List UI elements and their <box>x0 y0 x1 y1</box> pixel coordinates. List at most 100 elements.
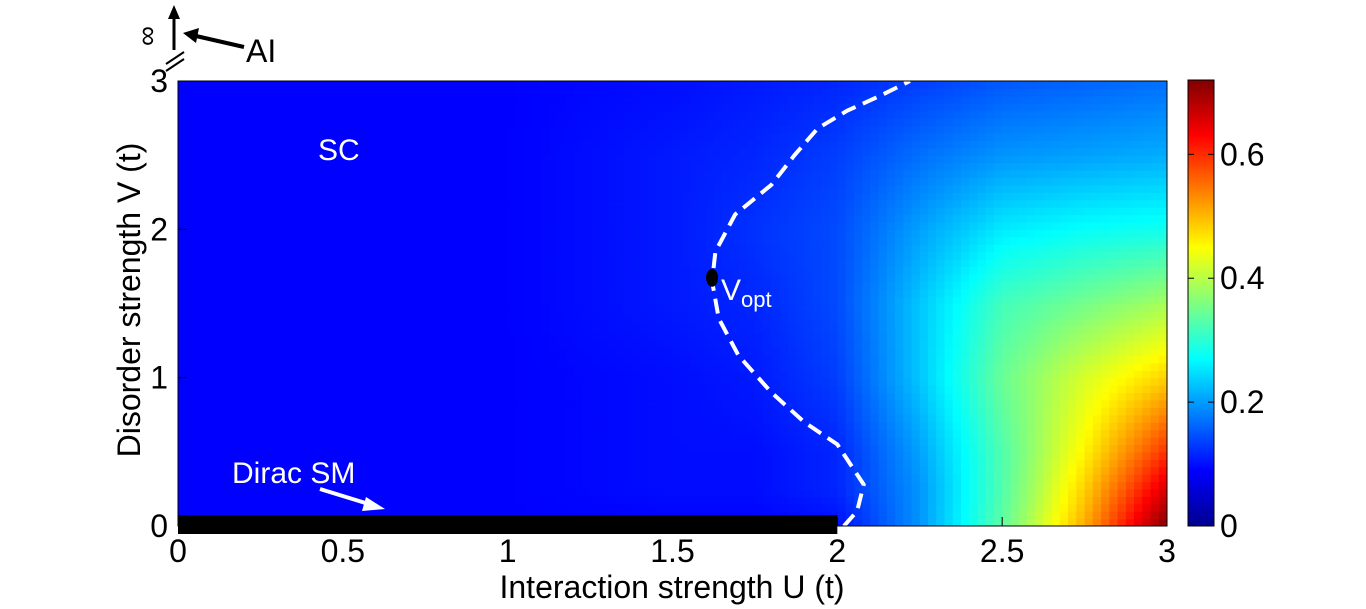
heatmap-cell <box>499 407 509 416</box>
heatmap-cell <box>927 266 937 275</box>
heatmap-cell <box>1059 503 1069 512</box>
heatmap-cell <box>1125 259 1135 268</box>
heatmap-cell <box>1117 392 1127 401</box>
heatmap-cell <box>449 362 459 371</box>
heatmap-cell <box>309 266 319 275</box>
heatmap-cell <box>969 466 979 475</box>
heatmap-cell <box>351 221 360 230</box>
heatmap-cell <box>738 214 748 223</box>
heatmap-cell <box>334 244 344 253</box>
heatmap-cell <box>1134 385 1143 394</box>
heatmap-cell <box>400 362 410 371</box>
heatmap-cell <box>581 214 591 223</box>
heatmap-cell <box>862 370 871 379</box>
heatmap-cell <box>400 310 410 319</box>
heatmap-cell <box>384 370 393 379</box>
heatmap-cell <box>993 288 1003 297</box>
heatmap-cell <box>573 340 583 349</box>
heatmap-cell <box>351 459 360 468</box>
heatmap-cell <box>1125 511 1135 520</box>
heatmap-cell <box>417 236 426 245</box>
heatmap-cell <box>598 377 608 386</box>
heatmap-cell <box>565 310 575 319</box>
heatmap-cell <box>392 481 402 490</box>
heatmap-cell <box>598 414 608 423</box>
heatmap-cell <box>260 214 270 223</box>
heatmap-cell <box>820 355 830 364</box>
heatmap-cell <box>524 221 533 230</box>
heatmap-cell <box>1059 451 1069 460</box>
heatmap-cell <box>1076 503 1086 512</box>
heatmap-cell <box>227 214 237 223</box>
heatmap-cell <box>977 259 987 268</box>
heatmap-cell <box>408 370 418 379</box>
heatmap-cell <box>1026 221 1036 230</box>
heatmap-cell <box>268 466 278 475</box>
heatmap-cell <box>1010 377 1020 386</box>
heatmap-cell <box>351 474 360 483</box>
heatmap-cell <box>515 296 525 305</box>
heatmap-cell <box>895 333 904 342</box>
heatmap-cell <box>1010 518 1020 526</box>
heatmap-cell <box>524 496 533 505</box>
heatmap-cell <box>235 340 245 349</box>
heatmap-cell <box>606 266 616 275</box>
heatmap-cell <box>540 496 550 505</box>
heatmap-cell <box>738 503 748 512</box>
heatmap-cell <box>557 377 566 386</box>
heatmap-cell <box>853 370 863 379</box>
heatmap-cell <box>829 414 838 423</box>
heatmap-cell <box>944 451 954 460</box>
heatmap-cell <box>1101 281 1110 290</box>
heatmap-cell <box>960 488 970 497</box>
heatmap-cell <box>590 474 599 483</box>
heatmap-cell <box>532 451 542 460</box>
heatmap-cell <box>787 251 797 260</box>
heatmap-cell <box>977 362 987 371</box>
heatmap-cell <box>425 318 435 327</box>
heatmap-cell <box>309 414 319 423</box>
heatmap-cell <box>441 281 451 290</box>
heatmap-cell <box>656 451 665 460</box>
heatmap-cell <box>1142 348 1152 357</box>
heatmap-cell <box>779 392 789 401</box>
heatmap-cell <box>548 296 558 305</box>
heatmap-cell <box>870 251 880 260</box>
heatmap-cell <box>746 221 756 230</box>
heatmap-cell <box>713 273 723 282</box>
heatmap-cell <box>342 362 352 371</box>
heatmap-cell <box>202 348 212 357</box>
heatmap-cell <box>227 273 237 282</box>
heatmap-cell <box>639 236 649 245</box>
heatmap-cell <box>903 370 913 379</box>
heatmap-cell <box>202 459 212 468</box>
heatmap-cell <box>186 273 196 282</box>
heatmap-cell <box>491 333 501 342</box>
heatmap-cell <box>260 221 270 230</box>
heatmap-cell <box>878 437 888 446</box>
heatmap-cell <box>697 459 707 468</box>
heatmap-cell <box>268 444 278 453</box>
heatmap-cell <box>441 355 451 364</box>
heatmap-cell <box>862 288 871 297</box>
heatmap-cell <box>252 474 262 483</box>
heatmap-cell <box>664 325 674 334</box>
heatmap-cell <box>656 422 665 431</box>
heatmap-cell <box>532 259 542 268</box>
heatmap-cell <box>499 488 509 497</box>
heatmap-cell <box>458 288 468 297</box>
heatmap-cell <box>936 444 946 453</box>
heatmap-cell <box>1035 437 1044 446</box>
heatmap-cell <box>243 466 253 475</box>
heatmap-cell <box>1059 370 1069 379</box>
heatmap-cell <box>309 296 319 305</box>
heatmap-cell <box>845 251 855 260</box>
heatmap-cell <box>367 392 377 401</box>
heatmap-cell <box>1109 377 1119 386</box>
heatmap-cell <box>194 236 204 245</box>
heatmap-cell <box>664 399 674 408</box>
heatmap-cell <box>293 422 303 431</box>
heatmap-cell <box>573 355 583 364</box>
heatmap-cell <box>837 385 847 394</box>
heatmap-cell <box>482 259 492 268</box>
